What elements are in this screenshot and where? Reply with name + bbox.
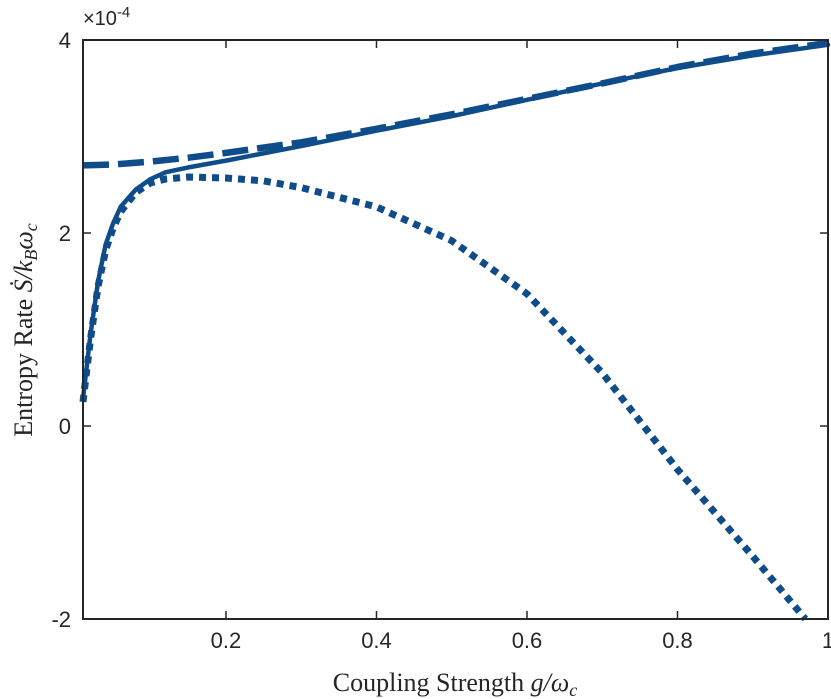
- y-exponent-label: ×10-4: [83, 4, 130, 30]
- y-tick-label: 0: [59, 414, 71, 439]
- x-axis-label: Coupling Strength g/ωc: [333, 668, 578, 699]
- x-tick-label: 0.2: [211, 628, 242, 653]
- y-tick-label: -2: [51, 607, 71, 632]
- y-axis-ticks: -2 0 2 4: [51, 28, 828, 632]
- x-tick-label: 0.4: [361, 628, 392, 653]
- y-tick-label: 4: [59, 28, 71, 53]
- series-line-solid: [80, 42, 831, 402]
- plot-lines: [79, 39, 831, 622]
- x-tick-label: 0.8: [662, 628, 693, 653]
- x-tick-label: 1: [822, 628, 831, 653]
- series-line-dashed: [82, 39, 829, 169]
- series-line-dotted: [79, 173, 809, 622]
- x-tick-label: 0.6: [512, 628, 543, 653]
- x-axis-ticks: 0.2 0.4 0.6 0.8 1: [211, 40, 831, 653]
- y-tick-label: 2: [59, 221, 71, 246]
- axes-frame: [82, 39, 829, 620]
- y-axis-label: Entropy Rate Ṡ/kBωc: [9, 223, 41, 437]
